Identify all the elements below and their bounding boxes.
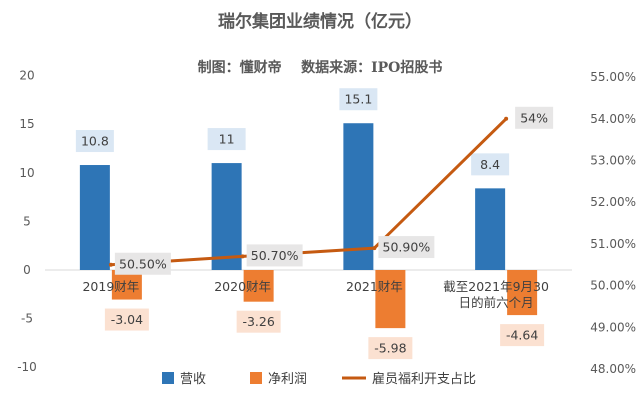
x-category-label: 日的前六个月 [459,295,534,310]
x-category-label: 2020财年 [214,279,271,294]
revenue-bar [211,163,242,270]
benefit-ratio-data-label-bg [378,236,435,259]
benefit-ratio-data-label-bg [114,252,171,275]
y-left-tick-label: -10 [17,360,37,374]
net-profit-bar [375,270,406,329]
benefit-ratio-data-label-bg [515,106,554,129]
net-profit-bar [507,270,538,316]
y-left-tick-label: 15 [19,117,34,131]
revenue-data-label-bg [339,88,378,111]
benefit-ratio-point [240,254,245,259]
legend-swatch [250,372,262,384]
net-profit-data-label: -5.98 [374,341,406,356]
revenue-data-label-bg [471,153,510,176]
net-profit-data-label: -4.64 [506,328,538,343]
net-profit-bar [243,270,274,302]
net-profit-data-label: -3.04 [111,312,143,327]
benefit-ratio-data-label: 50.50% [119,256,167,271]
y-left-tick-label: 5 [23,214,31,228]
benefit-ratio-data-label: 54% [520,110,548,125]
y-left-tick-label: 10 [19,166,34,180]
revenue-data-label: 11 [219,132,235,147]
chart-title: 瑞尔集团业绩情况（亿元） [218,11,422,32]
y-right-tick-label: 49.00% [590,320,636,334]
y-right-tick-label: 54.00% [590,112,636,126]
net-profit-data-label-bg [104,308,149,331]
benefit-ratio-point [108,262,113,267]
revenue-bar [475,188,506,270]
benefit-ratio-line [109,117,508,267]
y-right-tick-label: 55.00% [590,70,636,84]
y-right-tick-label: 52.00% [590,195,636,209]
y-left-tick-label: 0 [23,263,31,277]
revenue-data-label-bg [207,128,246,151]
benefit-ratio-data-label-bg [246,244,303,267]
revenue-data-label-bg [75,130,114,153]
x-category-label: 2021财年 [346,279,403,294]
y-right-tick-label: 48.00% [590,362,636,376]
benefit-ratio-data-label: 50.90% [383,240,431,255]
y-right-tick-label: 53.00% [590,154,636,168]
benefit-ratio-point [372,246,377,251]
legend-label: 净利润 [268,372,307,387]
y-left-tick-label: -5 [21,312,33,326]
net-profit-data-label-bg [236,310,281,333]
revenue-bar [343,123,374,270]
legend-label: 雇员福利开支占比 [372,371,476,387]
net-profit-bar [111,270,142,300]
benefit-ratio-data-label: 50.70% [251,248,299,263]
net-profit-data-label-bg [368,337,413,360]
y-right-tick-label: 50.00% [590,279,636,293]
plot-area: 20 15 10 5 0 -5 -10 55.00% 54.00% 53.00% 52.00% 51.… [17,69,636,376]
net-profit-data-label: -3.26 [242,314,274,329]
legend: 营收 净利润 雇员福利开支占比 [162,371,476,387]
legend-label: 营收 [180,372,206,387]
revenue-data-label: 15.1 [344,92,372,107]
benefit-ratio-point [504,116,509,121]
y-right-tick-label: 51.00% [590,237,636,251]
legend-swatch [162,372,174,384]
net-profit-data-label-bg [500,324,545,347]
revenue-bar [79,165,110,270]
chart-subtitle: 制图：懂财帝 数据来源：IPO招股书 [198,59,443,76]
revenue-data-label: 10.8 [81,134,109,149]
x-category-label: 2019财年 [82,279,139,294]
y-left-tick-label: 20 [19,69,34,83]
revenue-data-label: 8.4 [480,157,500,172]
x-category-label: 截至2021年9月30 [443,279,549,294]
